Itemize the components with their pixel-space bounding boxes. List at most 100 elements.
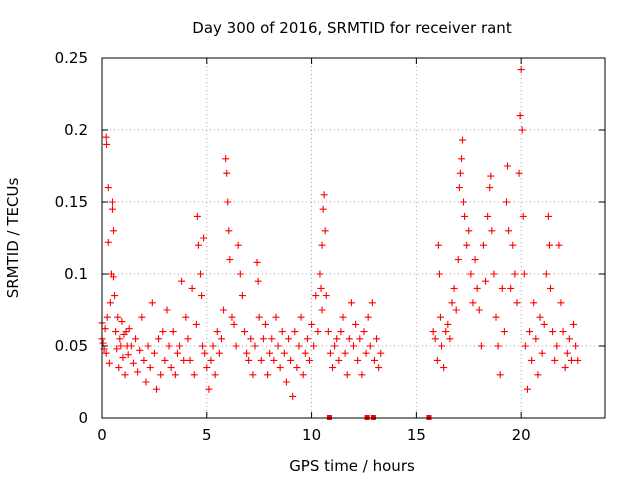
- data-point: [99, 339, 107, 347]
- data-point: [484, 212, 492, 220]
- y-tick-label: 0.05: [55, 337, 88, 355]
- data-point: [530, 299, 538, 307]
- data-point: [553, 342, 561, 350]
- data-point: [223, 169, 231, 177]
- data-point: [319, 205, 327, 213]
- data-point: [198, 292, 206, 300]
- data-point: [343, 371, 351, 379]
- data-point: [287, 356, 295, 364]
- data-point: [226, 256, 234, 264]
- data-point: [570, 320, 578, 328]
- data-point: [163, 306, 171, 314]
- data-point: [220, 306, 228, 314]
- data-point: [488, 227, 496, 235]
- data-point: [236, 270, 244, 278]
- data-point: [138, 313, 146, 321]
- data-point: [347, 299, 355, 307]
- chart-title: Day 300 of 2016, SRMTID for receiver ran…: [192, 19, 512, 37]
- data-point: [255, 313, 263, 321]
- data-point: [373, 335, 381, 343]
- data-point: [540, 320, 548, 328]
- data-point: [289, 392, 297, 400]
- data-point: [335, 356, 343, 364]
- data-point: [331, 342, 339, 350]
- data-point: [127, 342, 135, 350]
- data-point: [201, 349, 209, 357]
- data-point: [513, 299, 521, 307]
- data-point: [111, 292, 119, 300]
- data-point: [203, 364, 211, 372]
- data-point: [108, 205, 116, 213]
- data-point: [103, 140, 111, 148]
- y-tick-label: 0.25: [55, 49, 88, 67]
- data-point: [429, 328, 437, 336]
- data-point: [222, 155, 230, 163]
- data-point: [482, 277, 490, 285]
- data-point: [155, 335, 163, 343]
- data-point: [234, 241, 242, 249]
- data-point: [500, 328, 508, 336]
- data-point: [108, 198, 116, 206]
- data-point: [448, 299, 456, 307]
- data-point: [557, 299, 565, 307]
- data-point: [113, 345, 121, 353]
- data-point: [272, 313, 280, 321]
- data-point: [561, 364, 569, 372]
- x-tick-label: 15: [407, 426, 426, 444]
- data-point: [129, 359, 137, 367]
- data-point: [318, 241, 326, 249]
- data-point: [322, 292, 330, 300]
- data-point: [199, 342, 207, 350]
- data-point: [136, 346, 144, 354]
- data-point: [563, 349, 571, 357]
- data-point: [436, 313, 444, 321]
- data-point: [547, 284, 555, 292]
- data-point: [209, 342, 217, 350]
- data-point: [310, 342, 318, 350]
- data-point: [228, 313, 236, 321]
- data-point: [534, 371, 542, 379]
- data-point: [366, 342, 374, 350]
- data-point: [318, 306, 326, 314]
- data-point: [461, 212, 469, 220]
- data-point: [117, 342, 125, 350]
- data-point: [473, 284, 481, 292]
- data-point: [211, 371, 219, 379]
- data-point: [213, 328, 221, 336]
- data-point: [317, 284, 325, 292]
- data-point: [454, 256, 462, 264]
- data-point: [104, 238, 112, 246]
- data-point: [329, 364, 337, 372]
- data-point: [159, 328, 167, 336]
- data-point: [517, 66, 525, 74]
- x-tick-label: 20: [512, 426, 531, 444]
- y-tick-label: 0.15: [55, 193, 88, 211]
- data-point: [515, 169, 523, 177]
- data-point: [247, 335, 255, 343]
- data-point: [465, 227, 473, 235]
- data-point: [492, 313, 500, 321]
- data-point: [297, 313, 305, 321]
- data-point: [188, 284, 196, 292]
- data-point: [572, 342, 580, 350]
- data-point: [354, 356, 362, 364]
- data-point: [112, 328, 120, 336]
- x-tick-label: 0: [97, 426, 107, 444]
- y-axis-label: SRMTID / TECUs: [4, 178, 22, 299]
- data-point: [224, 198, 232, 206]
- data-point: [245, 356, 253, 364]
- data-point: [150, 349, 158, 357]
- data-point: [192, 320, 200, 328]
- data-point: [320, 191, 328, 199]
- data-point: [114, 313, 122, 321]
- data-point: [116, 335, 124, 343]
- data-point: [440, 364, 448, 372]
- data-point: [110, 273, 118, 281]
- data-point: [173, 349, 181, 357]
- data-point: [321, 227, 329, 235]
- data-point: [140, 356, 148, 364]
- data-point: [528, 356, 536, 364]
- data-point: [314, 328, 322, 336]
- data-point: [477, 342, 485, 350]
